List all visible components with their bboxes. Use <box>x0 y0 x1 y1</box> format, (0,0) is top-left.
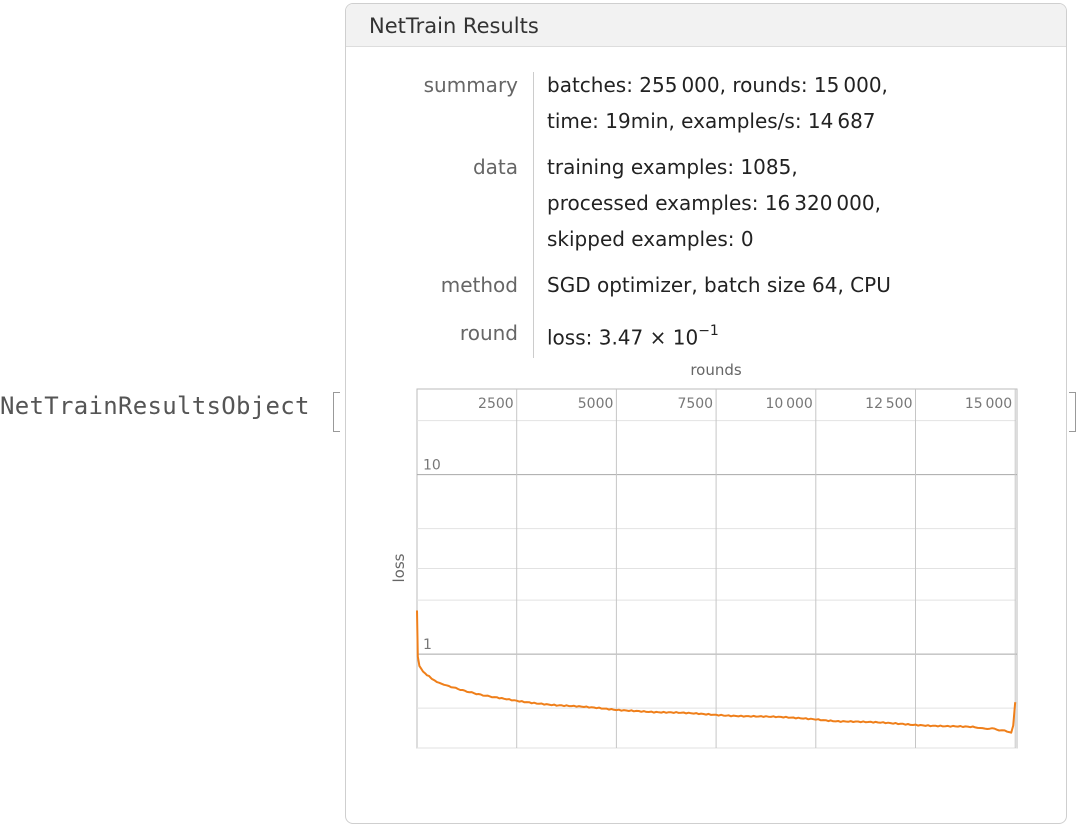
summary-line-1: batches: 255 000, rounds: 15 000, <box>547 73 888 97</box>
x-tick-label: 15 000 <box>965 396 1012 412</box>
x-tick-label: 2500 <box>478 396 514 412</box>
data-line-1: training examples: 1085, <box>547 155 798 179</box>
loss-series-line <box>416 610 1017 734</box>
round-loss-mantissa: loss: 3.47 × 10 <box>547 325 699 350</box>
y-tick-label: 1 <box>423 637 432 653</box>
summary-label: summary <box>423 73 518 97</box>
panel-title: NetTrain Results <box>369 14 539 38</box>
y-axis-label: loss <box>390 553 408 582</box>
round-loss-exponent: −1 <box>698 323 719 339</box>
x-tick-label: 10 000 <box>765 396 812 412</box>
round-loss-value: loss: 3.47 × 10−1 <box>547 315 719 356</box>
panel-header: NetTrain Results <box>346 4 1066 47</box>
x-tick-label: 12 500 <box>865 396 912 412</box>
y-tick-label: 10 <box>423 458 441 474</box>
data-label: data <box>472 155 518 179</box>
method-line: SGD optimizer, batch size 64, CPU <box>547 273 891 297</box>
left-bracket <box>333 392 340 432</box>
data-line-3: skipped examples: 0 <box>547 227 754 251</box>
info-divider <box>533 72 534 358</box>
round-label: round <box>459 321 518 345</box>
results-panel: NetTrain Results summary batches: 255 00… <box>345 3 1067 824</box>
x-tick-label: 7500 <box>677 396 713 412</box>
x-axis-label: rounds <box>690 361 742 379</box>
x-tick-label: 5000 <box>578 396 614 412</box>
object-head-label: NetTrainResultsObject <box>0 392 310 420</box>
data-line-2: processed examples: 16 320 000, <box>547 191 881 215</box>
method-label: method <box>440 273 518 297</box>
summary-line-2: time: 19min, examples/s: 14 687 <box>547 109 876 133</box>
right-bracket <box>1069 392 1076 432</box>
